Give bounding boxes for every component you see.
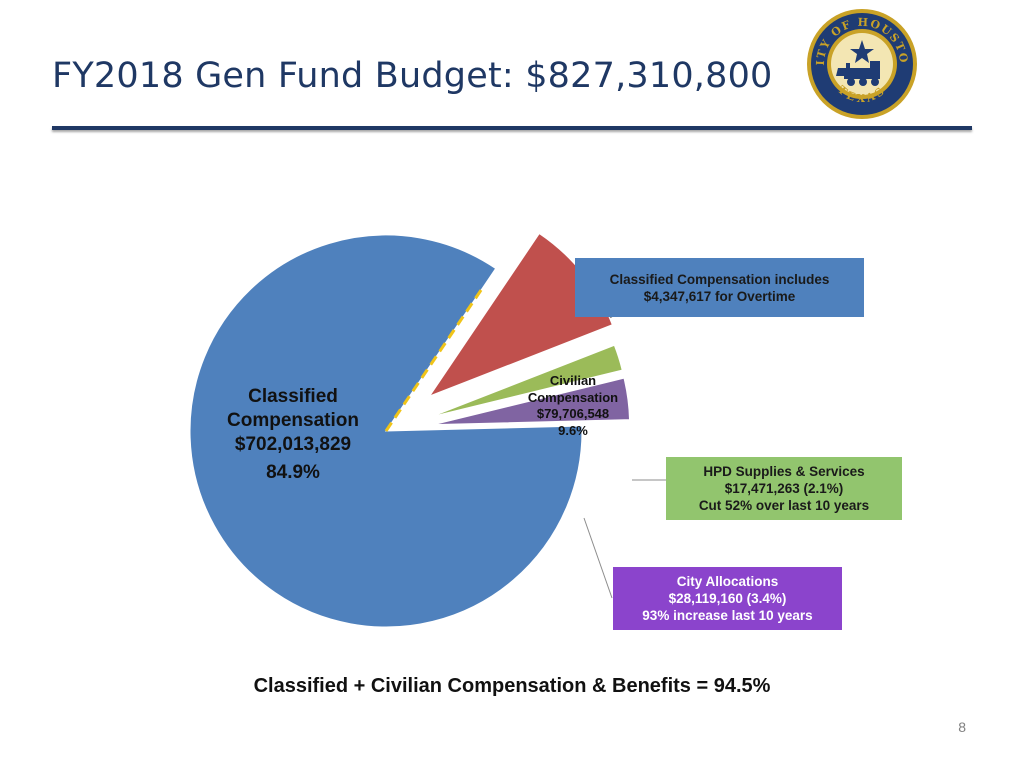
city-callout-line-3: 93% increase last 10 years [642, 608, 813, 623]
classified-compensation-label: Classified Compensation $702,013,829 84.… [216, 385, 370, 485]
overtime-dashed-line [384, 284, 486, 432]
overtime-callout: Classified Compensation includes $4,347,… [575, 258, 864, 317]
civilian-value-label: $79,706,548 [536, 406, 610, 421]
leader-line-3 [583, 517, 613, 599]
pie-slice-city [433, 377, 631, 426]
civilian-percent-label: 9.6% [558, 422, 588, 438]
city-callout-line-1: City Allocations [676, 574, 779, 589]
classified-percent-label: 84.9% [266, 462, 320, 483]
hpd-callout-line-1: HPD Supplies & Services [703, 464, 865, 479]
overtime-callout-line-1: Classified Compensation includes [609, 271, 830, 287]
compensation-summary: Classified + Civilian Compensation & Ben… [253, 675, 771, 697]
pie-slice-hpd [431, 344, 623, 418]
classified-name-line-1: Classified [248, 386, 338, 407]
hpd-callout-line-2: $17,471,263 (2.1%) [724, 481, 844, 496]
classified-name-line-2: Compensation [227, 410, 359, 431]
title-underline [52, 126, 972, 130]
overtime-callout-line-2: $4,347,617 for Overtime [643, 288, 796, 304]
city-of-houston-seal-icon: CITY OF HOUSTON TEXAS [806, 8, 917, 119]
page-number: 8 [958, 719, 966, 735]
civilian-name-line-2: Compensation [527, 389, 619, 405]
classified-value-label: $702,013,829 [234, 434, 352, 455]
hpd-callout-line-3: Cut 52% over last 10 years [698, 498, 870, 513]
page-title: FY2018 Gen Fund Budget: $827,310,800 [52, 56, 773, 96]
city-allocations-callout: City Allocations $28,119,160 (3.4%) 93% … [613, 567, 842, 630]
civilian-name-line-1: Civilian [549, 373, 597, 388]
civilian-compensation-label: Civilian Compensation $79,706,548 9.6% [514, 373, 632, 439]
city-callout-line-2: $28,119,160 (3.4%) [668, 591, 787, 606]
hpd-callout: HPD Supplies & Services $17,471,263 (2.1… [666, 457, 902, 520]
